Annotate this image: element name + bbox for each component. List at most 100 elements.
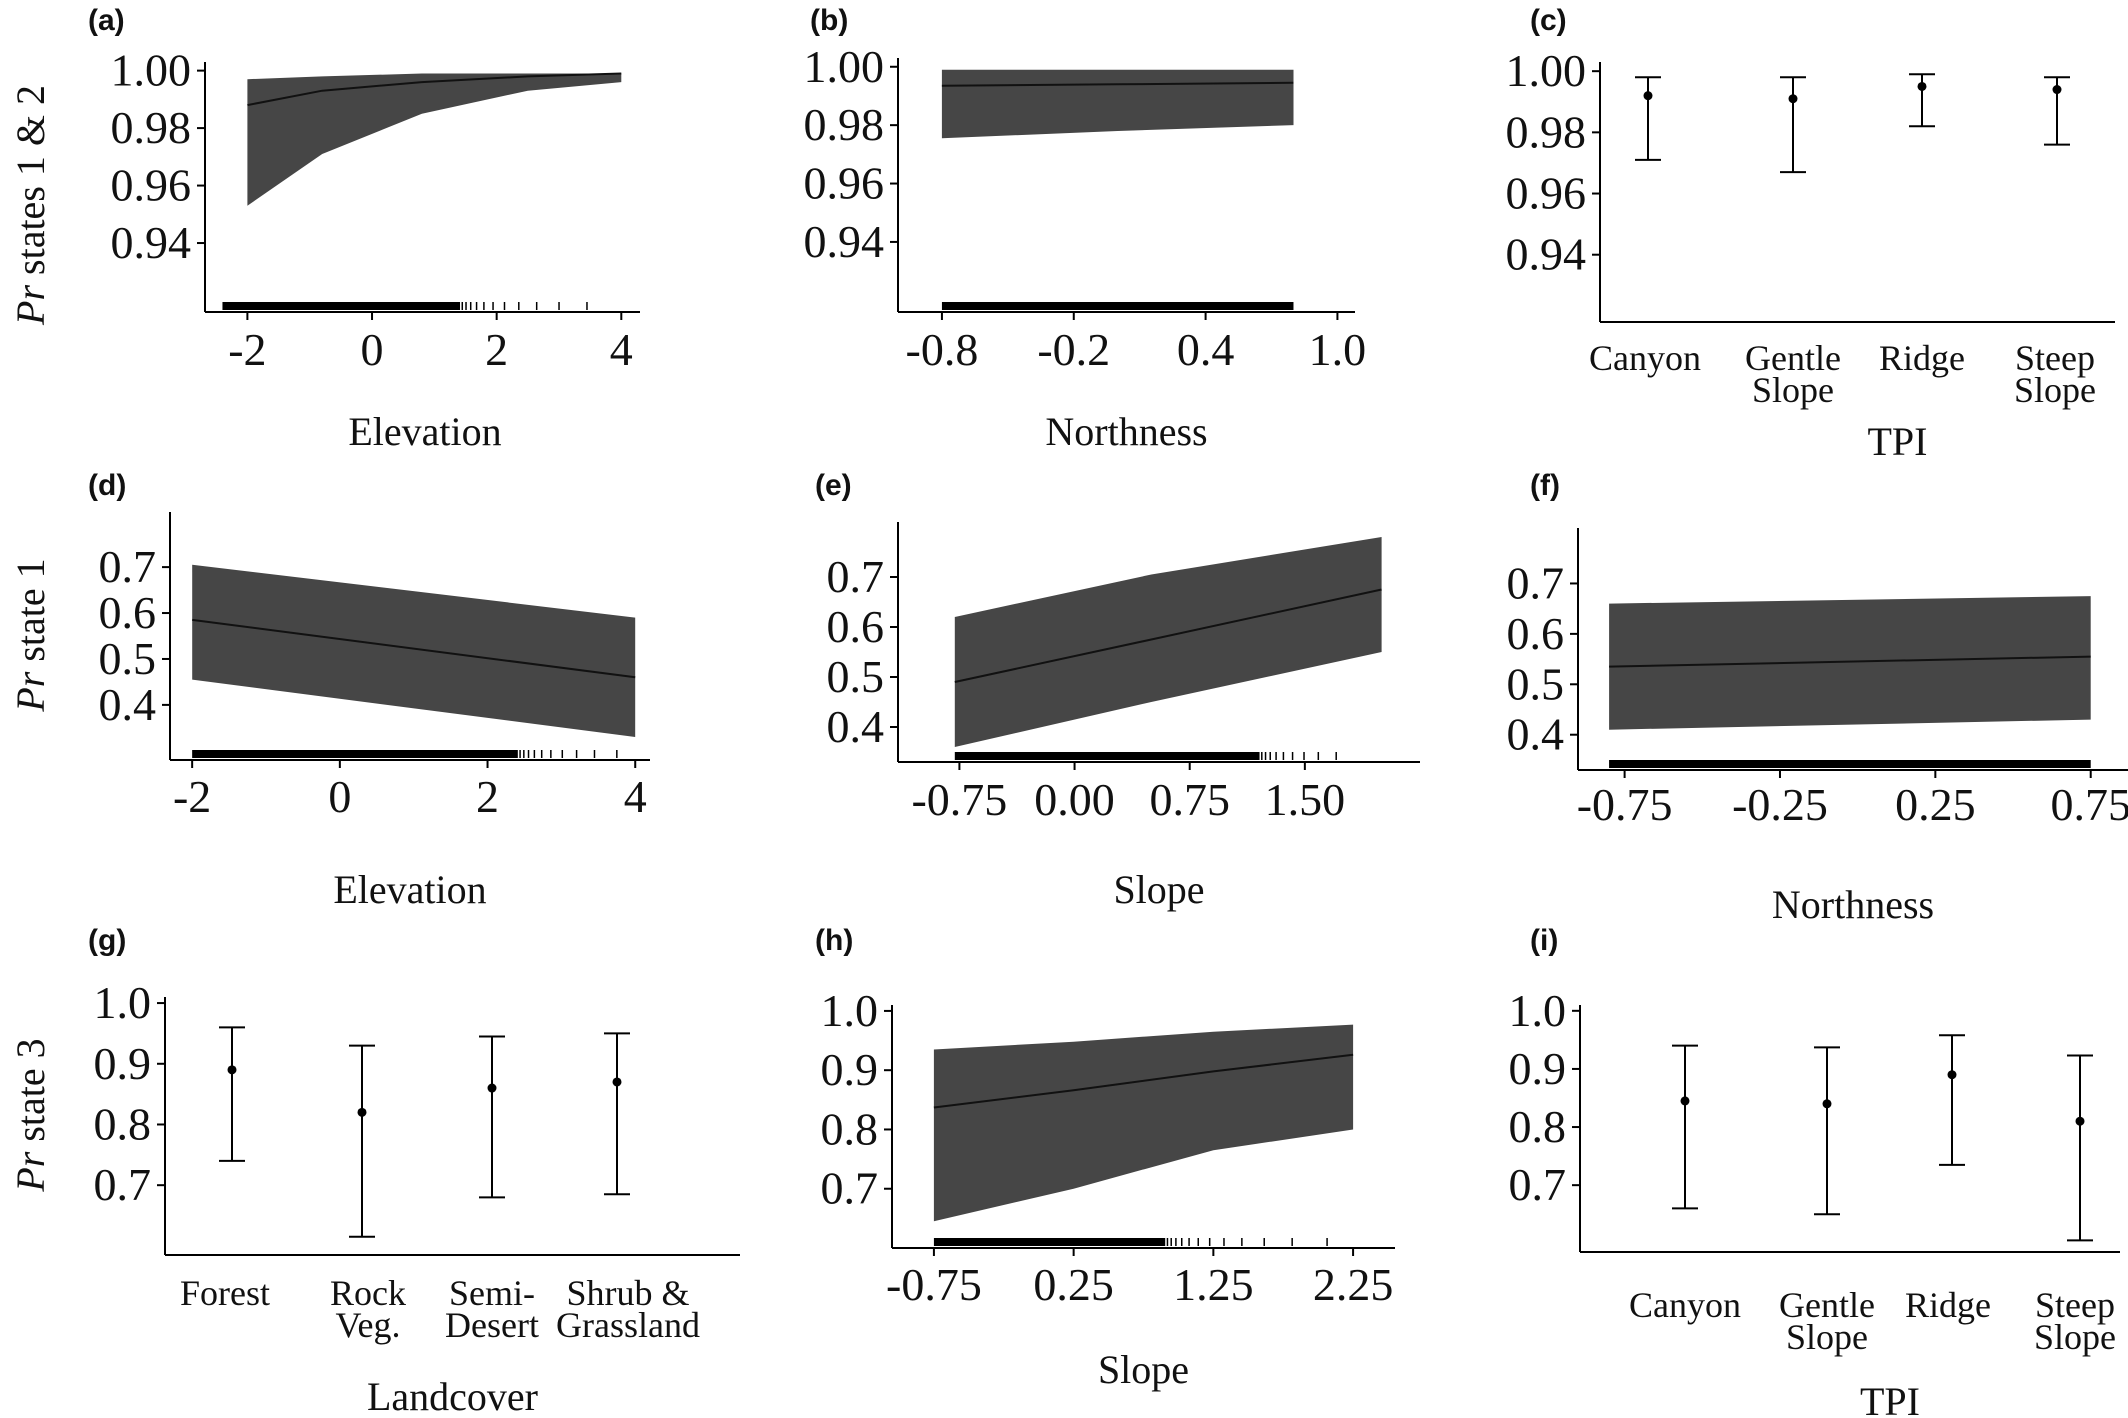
x-category-label: Canyon	[1589, 338, 1701, 378]
fitted-line	[954, 588, 1382, 683]
y-tick-label: 0.5	[99, 633, 157, 684]
rug	[222, 302, 588, 310]
row-3-ylabel-italic: Pr	[8, 1151, 53, 1192]
rug	[954, 752, 1337, 760]
y-tick-label: 0.6	[827, 601, 885, 652]
x-tick-label: 0.75	[1149, 774, 1230, 825]
rug	[933, 1238, 1328, 1246]
panel-label: (h)	[815, 924, 853, 957]
y-tick-label: 0.7	[1509, 1159, 1567, 1210]
y-tick-label: 0.8	[94, 1098, 152, 1149]
y-tick-label: 0.7	[1507, 557, 1565, 608]
x-category-label-line: Gentle	[1779, 1285, 1875, 1325]
y-tick-label: 0.6	[99, 587, 157, 638]
y-tick-label: 0.9	[94, 1038, 152, 1089]
confidence-band	[1609, 596, 2091, 730]
x-tick-label: -2	[173, 771, 211, 822]
point-estimate	[1788, 94, 1798, 104]
y-tick-label: 1.0	[94, 977, 152, 1028]
fitted-line	[247, 72, 622, 107]
row-1-ylabel: Pr states 1 & 2	[8, 85, 53, 326]
row-3-ylabel: Pr state 3	[8, 1038, 53, 1192]
y-tick-label: 0.96	[111, 160, 192, 211]
panel-label: (c)	[1530, 4, 1567, 37]
panel-label: (b)	[810, 4, 848, 37]
x-category-label-line: Grassland	[556, 1305, 700, 1345]
point-estimate	[487, 1083, 497, 1093]
x-category-label-line: Steep	[2015, 338, 2095, 378]
x-category-label-line: Semi-	[449, 1273, 535, 1313]
panel-b: (b) 0.94 0.96 0.98 1.00 -0.8 -0.2 0.4 1.0 Northne…	[804, 4, 1367, 454]
rug-dense	[222, 302, 460, 310]
x-tick-label: 2.25	[1313, 1259, 1394, 1310]
x-category-label: Ridge	[1905, 1285, 1991, 1325]
x-tick-label: 1.50	[1265, 774, 1346, 825]
rug	[941, 302, 1294, 310]
x-axis-title: Slope	[1098, 1347, 1189, 1392]
y-tick-label: 1.0	[1509, 985, 1567, 1036]
panel-f: (f) 0.40.50.60.7 -0.75 -0.25 0.25 0.75 Northne…	[1507, 469, 2128, 927]
row-3-ylabel-rest: state 3	[8, 1038, 53, 1151]
y-tick-label: 0.4	[1507, 709, 1565, 760]
x-category-label-line: Slope	[1752, 370, 1834, 410]
x-tick-label: -2	[228, 324, 266, 375]
x-tick-label: 0	[361, 324, 384, 375]
x-category-label-line: Slope	[1786, 1317, 1868, 1357]
point-estimate	[1947, 1070, 1957, 1080]
x-tick-label: 0.00	[1034, 774, 1115, 825]
row-2-ylabel: Pr state 1	[8, 558, 53, 712]
panel-d: (d) 0.40.50.60.7 -2 0 2 4 Elevation	[88, 469, 650, 912]
x-tick-label: 0	[328, 771, 351, 822]
x-tick-label: -0.75	[886, 1259, 982, 1310]
x-category-label: Semi-Desert	[445, 1273, 539, 1345]
panel-h: (h) 0.7 0.8 0.9 1.0 -0.75 0.25 1.25 2.25 Slope	[815, 924, 1395, 1392]
x-category-label: Forest	[180, 1273, 270, 1313]
y-tick-label: 0.4	[99, 679, 157, 730]
x-axis-title: TPI	[1860, 1379, 1920, 1418]
x-category-label-line: Canyon	[1629, 1285, 1741, 1325]
row-1-ylabel-rest: states 1 & 2	[8, 85, 53, 285]
panel-label: (i)	[1530, 924, 1558, 957]
fitted-line	[192, 618, 636, 679]
x-category-label: Steep Slope	[2014, 338, 2096, 410]
x-tick-label: 2	[476, 771, 499, 822]
panel-e: (e) 0.40.50.60.7 -0.75 0.00 0.75 1.50 Slope	[815, 469, 1420, 912]
x-tick-label: 0.25	[1895, 779, 1976, 830]
confidence-band	[954, 537, 1382, 747]
row-2-ylabel-italic: Pr	[8, 671, 53, 712]
x-tick-label: 0.75	[2050, 779, 2128, 830]
x-tick-label: -0.75	[911, 774, 1007, 825]
y-tick-label: 0.7	[94, 1159, 152, 1210]
x-axis-title: Landcover	[367, 1374, 538, 1418]
y-tick-label: 0.7	[821, 1163, 879, 1214]
y-tick-label: 0.9	[1509, 1043, 1567, 1094]
y-tick-label: 0.7	[827, 551, 885, 602]
point-estimate	[357, 1107, 367, 1117]
x-tick-label: -0.8	[906, 324, 979, 375]
x-axis-title: Northness	[1772, 882, 1934, 927]
x-category-label-line: Forest	[180, 1273, 270, 1313]
x-category-label-line: Veg.	[336, 1305, 401, 1345]
x-tick-label: -0.75	[1577, 779, 1673, 830]
x-category-label-line: Ridge	[1879, 338, 1965, 378]
panel-label: (g)	[88, 924, 126, 957]
x-category-label: Shrub & Grassland	[556, 1273, 700, 1345]
rug	[192, 750, 618, 758]
x-category-label-line: Slope	[2034, 1317, 2116, 1357]
y-tick-label: 0.96	[804, 158, 885, 209]
y-tick-label: 0.94	[804, 216, 885, 267]
x-tick-label: 0.4	[1177, 324, 1235, 375]
x-category-label-line: Ridge	[1905, 1285, 1991, 1325]
x-category-label: Ridge	[1879, 338, 1965, 378]
y-tick-label: 1.00	[804, 41, 885, 92]
x-category-label-line: Desert	[445, 1305, 539, 1345]
panel-g: (g) 0.7 0.8 0.9 1.0 Forest Rock Veg. Semi-Desert…	[88, 924, 740, 1418]
point-estimate	[2052, 85, 2062, 95]
y-tick-label: 0.98	[804, 99, 885, 150]
point-estimate	[1643, 91, 1653, 101]
y-tick-label: 0.96	[1506, 168, 1587, 219]
x-axis-title: Slope	[1113, 867, 1204, 912]
y-tick-label: 1.00	[1506, 45, 1587, 96]
